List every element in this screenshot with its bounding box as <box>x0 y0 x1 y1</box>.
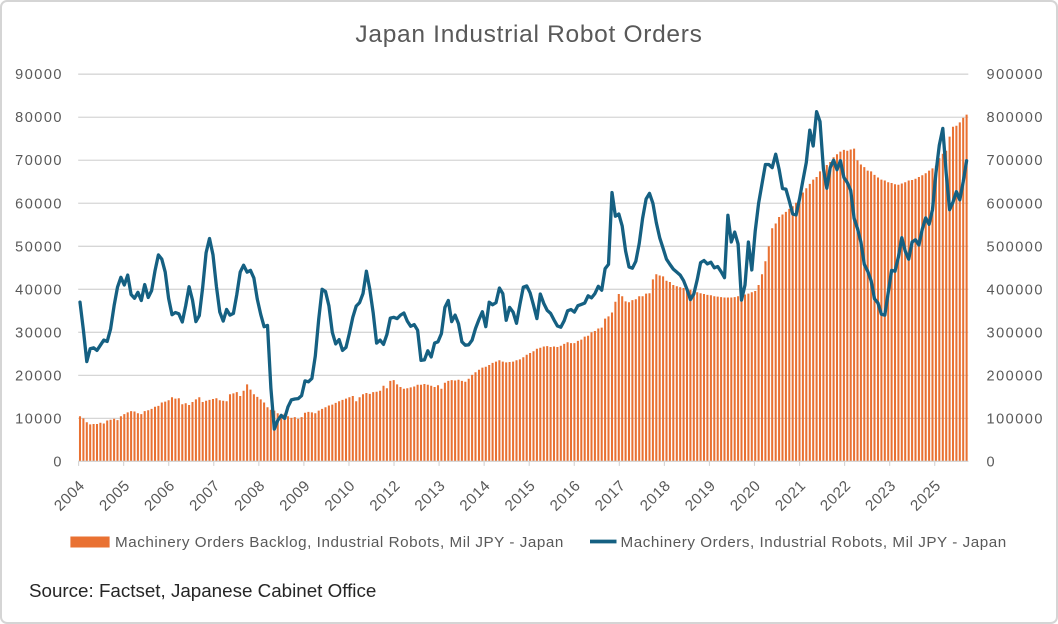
svg-text:Japan Industrial Robot Orders: Japan Industrial Robot Orders <box>355 21 702 48</box>
svg-text:300000: 300000 <box>987 325 1044 341</box>
svg-text:2012: 2012 <box>366 477 403 514</box>
svg-text:70000: 70000 <box>15 153 63 169</box>
svg-text:60000: 60000 <box>15 196 63 212</box>
svg-text:2014: 2014 <box>457 477 494 514</box>
svg-text:100000: 100000 <box>987 411 1044 427</box>
svg-text:2018: 2018 <box>637 477 674 514</box>
svg-text:2004: 2004 <box>51 477 88 514</box>
svg-text:600000: 600000 <box>987 196 1044 212</box>
svg-text:500000: 500000 <box>987 239 1044 255</box>
svg-text:700000: 700000 <box>987 153 1044 169</box>
svg-text:2021: 2021 <box>772 477 809 514</box>
svg-text:2010: 2010 <box>321 477 358 514</box>
svg-text:800000: 800000 <box>987 110 1044 126</box>
svg-text:400000: 400000 <box>987 282 1044 298</box>
svg-text:2023: 2023 <box>862 477 899 514</box>
svg-text:Machinery Orders Backlog, Indu: Machinery Orders Backlog, Industrial Rob… <box>115 534 564 551</box>
svg-text:2017: 2017 <box>592 477 629 514</box>
svg-text:80000: 80000 <box>15 110 63 126</box>
svg-text:10000: 10000 <box>15 411 63 427</box>
svg-text:Source: Factset, Japanese Cabi: Source: Factset, Japanese Cabinet Office <box>29 580 376 601</box>
svg-text:40000: 40000 <box>15 282 63 298</box>
svg-text:0: 0 <box>53 454 63 470</box>
svg-text:900000: 900000 <box>987 67 1044 83</box>
svg-text:20000: 20000 <box>15 368 63 384</box>
svg-text:30000: 30000 <box>15 325 63 341</box>
svg-text:0: 0 <box>987 454 997 470</box>
svg-text:200000: 200000 <box>987 368 1044 384</box>
svg-text:2009: 2009 <box>276 477 313 514</box>
svg-text:2013: 2013 <box>412 477 449 514</box>
svg-text:90000: 90000 <box>15 67 63 83</box>
svg-text:Machinery Orders, Industrial R: Machinery Orders, Industrial Robots, Mil… <box>621 534 1007 551</box>
svg-text:50000: 50000 <box>15 239 63 255</box>
svg-text:2020: 2020 <box>727 477 764 514</box>
svg-text:2005: 2005 <box>96 477 133 514</box>
svg-text:2006: 2006 <box>141 477 178 514</box>
svg-text:2016: 2016 <box>547 477 584 514</box>
svg-text:2022: 2022 <box>817 477 854 514</box>
svg-text:2007: 2007 <box>186 477 223 514</box>
svg-text:2025: 2025 <box>907 477 944 514</box>
svg-text:2015: 2015 <box>502 477 539 514</box>
svg-text:2019: 2019 <box>682 477 719 514</box>
svg-text:2008: 2008 <box>231 477 268 514</box>
